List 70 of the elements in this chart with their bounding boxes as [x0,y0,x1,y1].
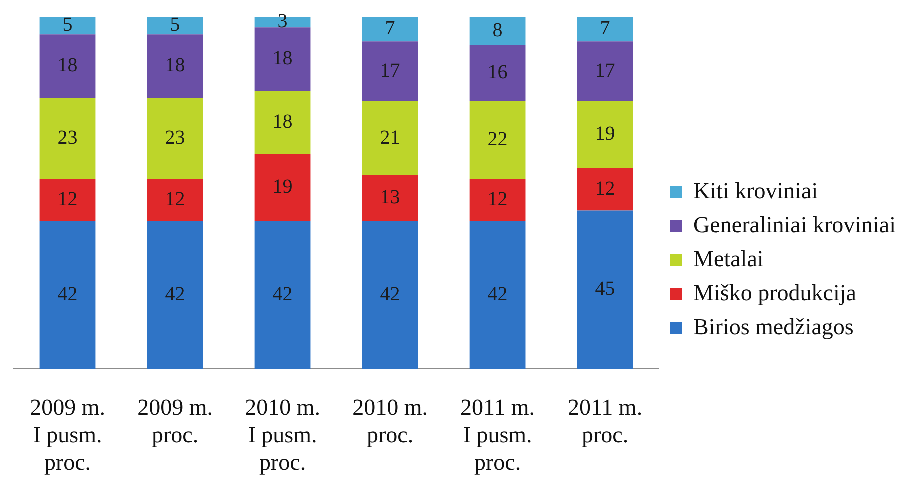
legend-label: Birios medžiagos [694,314,854,340]
bar [147,98,204,180]
legend-label: Miško produkcija [694,280,856,306]
data-label: 21 [380,126,400,149]
data-label: 17 [595,60,616,82]
data-label: 13 [380,186,400,209]
data-label: 12 [595,178,616,200]
data-label: 42 [58,283,78,306]
x-tick-label: 2009 m. I pusm. proc. [30,395,106,476]
bar [577,17,634,42]
bar [470,179,526,222]
bar [40,34,96,98]
data-label: 12 [58,188,78,210]
bar [577,42,634,102]
legend-label: Metalai [694,246,764,272]
bar [40,221,96,370]
x-tick-label: 2009 m. proc. [138,395,213,448]
data-label: 42 [488,283,508,306]
data-label: 18 [272,48,293,70]
bar [147,34,204,98]
x-tick-label: 2011 m. I pusm. proc. [460,395,536,476]
bar [254,90,311,154]
data-label: 17 [380,60,400,82]
data-label: 42 [380,283,400,306]
bar [362,17,418,42]
bar [470,45,526,102]
bar [254,154,311,222]
data-label: 19 [272,176,293,198]
data-label: 18 [58,54,78,77]
bar [40,17,96,35]
x-tick-label: 2010 m. proc. [352,395,428,448]
bar [40,98,96,180]
data-label: 19 [595,123,616,146]
bar [147,179,204,222]
bar [147,221,204,370]
data-label: 12 [165,188,186,210]
legend-label: Kiti kroviniai [694,178,818,204]
bar [577,210,634,370]
data-label: 8 [492,19,503,42]
data-label: 12 [488,188,508,210]
data-label: 23 [58,126,78,149]
data-label: 5 [170,14,180,36]
bar [254,221,311,370]
data-label: 16 [488,62,508,84]
data-label: 7 [600,18,610,40]
bar [362,175,418,222]
bar [577,102,634,168]
data-label: 45 [595,278,616,300]
bar [254,28,311,91]
bar [362,42,418,102]
bar [40,179,96,222]
legend-label: Generaliniai kroviniai [694,212,896,238]
bar [470,221,526,370]
data-label: 18 [272,110,293,133]
bar [577,168,634,211]
data-label: 22 [488,128,508,151]
data-label: 18 [165,54,186,77]
bar [470,17,526,46]
bar [147,17,204,35]
data-label: 23 [165,126,186,149]
data-label: 5 [62,14,73,36]
data-label: 3 [278,10,288,33]
data-label: 42 [165,283,186,306]
bar [362,221,418,370]
x-tick-label: 2011 m. proc. [568,395,643,448]
bar [470,102,526,180]
x-tick-label: 2010 m. I pusm. proc. [245,395,320,476]
data-label: 7 [385,18,396,40]
bar [362,102,418,176]
data-label: 42 [272,283,293,306]
